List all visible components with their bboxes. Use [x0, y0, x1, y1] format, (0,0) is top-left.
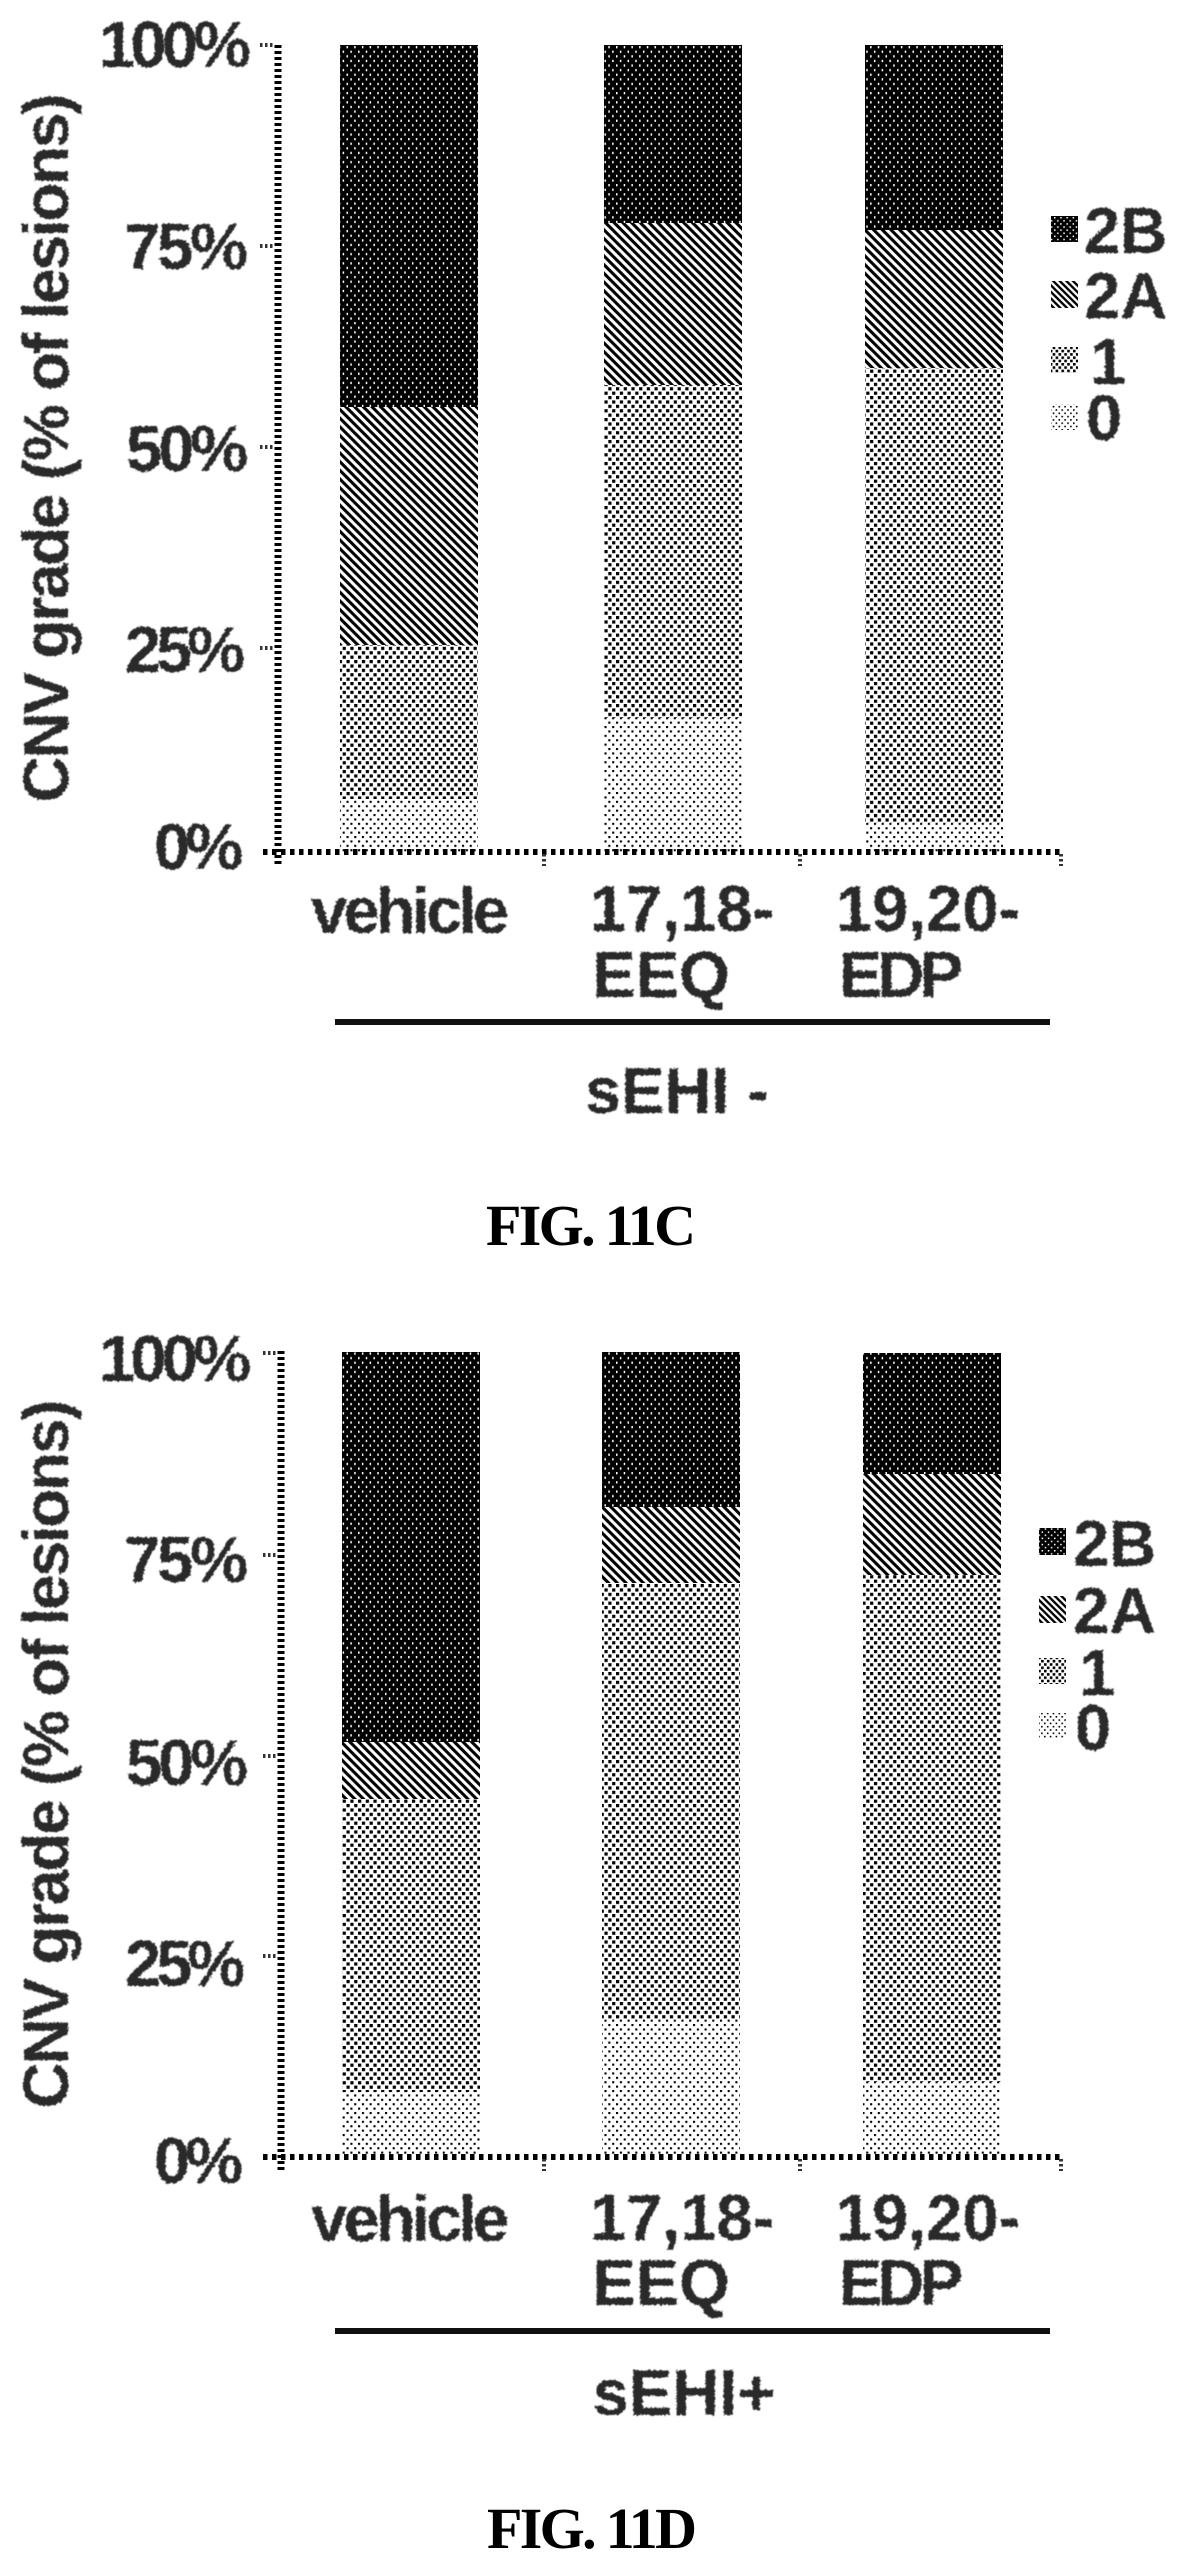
svg-text:25%: 25%	[125, 613, 245, 686]
svg-text:19,20-: 19,20-	[836, 872, 1020, 945]
svg-text:EEQ: EEQ	[592, 938, 729, 1011]
svg-text:75%: 75%	[124, 1523, 248, 1596]
svg-text:0%: 0%	[154, 810, 243, 883]
svg-text:sEHI -: sEHI -	[585, 1054, 769, 1127]
svg-text:100%: 100%	[99, 8, 251, 81]
svg-text:75%: 75%	[124, 210, 248, 283]
svg-text:sEHI+: sEHI+	[593, 2356, 775, 2429]
svg-text:2A: 2A	[1084, 259, 1167, 332]
svg-text:CNV grade (% of lesions): CNV grade (% of lesions)	[10, 1400, 82, 2109]
svg-text:100%: 100%	[99, 1322, 251, 1395]
svg-text:FIG. 11C: FIG. 11C	[486, 1193, 696, 1258]
svg-text:19,20-: 19,20-	[836, 2181, 1020, 2254]
svg-text:0: 0	[1075, 1691, 1111, 1764]
svg-text:EEQ: EEQ	[592, 2246, 729, 2319]
svg-text:2B: 2B	[1084, 194, 1167, 267]
svg-text:0%: 0%	[154, 2124, 243, 2197]
svg-text:25%: 25%	[125, 1927, 245, 2000]
svg-text:EDP: EDP	[839, 2246, 963, 2319]
svg-text:EDP: EDP	[839, 938, 963, 1011]
svg-text:17,18-: 17,18-	[590, 2181, 774, 2254]
svg-text:50%: 50%	[126, 1726, 248, 1799]
svg-text:17,18-: 17,18-	[590, 872, 774, 945]
svg-text:1: 1	[1090, 325, 1126, 398]
svg-text:2A: 2A	[1073, 1574, 1156, 1647]
svg-text:2B: 2B	[1073, 1507, 1156, 1580]
svg-text:FIG. 11D: FIG. 11D	[487, 2496, 697, 2561]
svg-text:1: 1	[1079, 1636, 1115, 1709]
svg-text:vehicle: vehicle	[311, 874, 509, 947]
svg-text:0: 0	[1086, 381, 1122, 454]
svg-text:50%: 50%	[126, 412, 248, 485]
svg-text:vehicle: vehicle	[311, 2182, 509, 2255]
svg-text:CNV grade (% of lesions): CNV grade (% of lesions)	[10, 94, 82, 803]
